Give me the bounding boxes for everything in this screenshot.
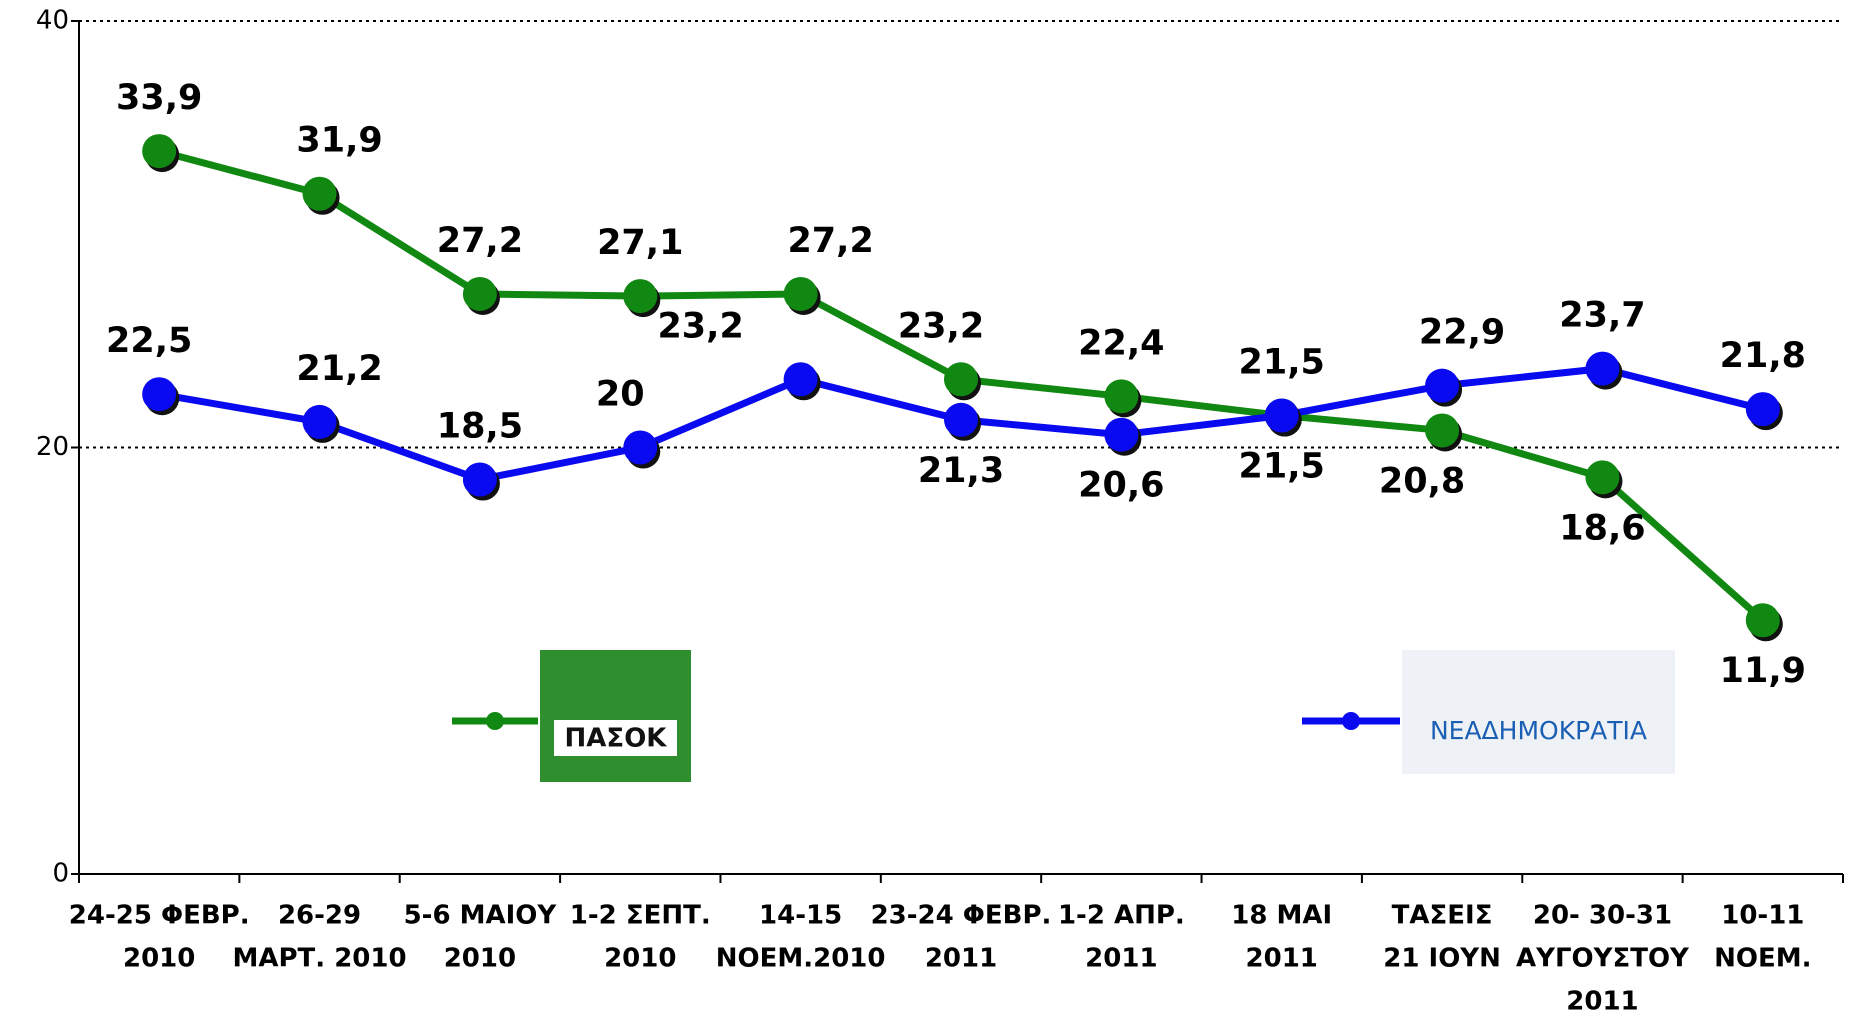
marker	[623, 430, 658, 465]
x-tick-label: 2010	[123, 944, 195, 974]
value-label: 21,3	[918, 451, 1004, 491]
x-tick-label: 2010	[604, 944, 676, 974]
marker	[142, 134, 177, 169]
marker	[1745, 603, 1780, 638]
legend-label: ΠΑΣΟΚ	[565, 724, 668, 754]
x-tick-label: ΤΑΣΕΙΣ	[1392, 901, 1493, 931]
y-tick-label: 20	[36, 432, 69, 462]
marker	[944, 402, 978, 437]
value-label: 21,5	[1239, 447, 1325, 487]
marker	[1104, 417, 1139, 452]
marker	[783, 362, 818, 397]
marker	[783, 276, 818, 311]
marker	[1745, 392, 1780, 427]
legend-label: ΝΕΑΔΗΜΟΚΡΑΤΙΑ	[1430, 716, 1647, 745]
value-label: 21,5	[1239, 343, 1325, 383]
value-label: 20,6	[1078, 466, 1164, 506]
marker	[1425, 413, 1460, 448]
value-label: 21,8	[1720, 336, 1806, 376]
x-tick-label: 26-29	[278, 901, 361, 931]
marker	[462, 276, 497, 311]
value-label: 22,9	[1419, 313, 1505, 353]
value-label: 18,6	[1559, 508, 1645, 548]
legend-marker	[486, 712, 504, 730]
x-tick-label: 18 ΜΑΙ	[1231, 901, 1332, 931]
x-tick-label: 1-2 ΑΠΡ.	[1058, 901, 1185, 931]
x-tick-label: 2011	[1246, 944, 1318, 974]
x-tick-label: 1-2 ΣΕΠΤ.	[570, 901, 711, 931]
value-label: 27,2	[787, 221, 873, 261]
x-tick-label: ΜΑΡΤ. 2010	[233, 944, 407, 974]
x-tick-label: 24-25 ΦΕΒΡ.	[69, 901, 250, 931]
value-label: 20	[596, 375, 645, 415]
x-tick-label: ΑΥΓΟΥΣΤΟΥ	[1516, 944, 1690, 974]
marker	[302, 176, 337, 211]
legend-logo	[1402, 650, 1675, 774]
x-tick-label: 2011	[925, 944, 997, 974]
x-tick-label: 14-15	[759, 901, 842, 931]
legend-marker	[1342, 712, 1360, 730]
value-label: 23,7	[1559, 296, 1645, 336]
marker	[142, 377, 177, 412]
value-label: 22,5	[106, 321, 192, 361]
x-tick-label: 5-6 ΜΑΙΟΥ	[404, 901, 558, 931]
marker	[1585, 460, 1620, 495]
value-label: 23,2	[657, 306, 743, 346]
x-tick-label: 2011	[1085, 944, 1157, 974]
marker	[1585, 351, 1620, 386]
value-label: 27,2	[437, 221, 523, 261]
value-label: 33,9	[116, 78, 202, 118]
marker	[462, 462, 497, 497]
marker	[302, 404, 337, 439]
x-tick-label: ΝΟΕΜ.	[1714, 944, 1811, 974]
marker	[1104, 379, 1139, 414]
y-tick-label: 0	[52, 859, 69, 889]
value-label: 18,5	[437, 406, 523, 446]
legend-logo-band	[554, 720, 677, 756]
value-label: 31,9	[296, 121, 382, 161]
marker	[1425, 368, 1460, 403]
marker	[944, 362, 978, 397]
x-tick-label: 23-24 ΦΕΒΡ.	[871, 901, 1052, 931]
x-tick-label: 20- 30-31	[1533, 901, 1672, 931]
legend-logo	[540, 650, 691, 782]
x-tick-label: ΝΟΕΜ.2010	[716, 944, 886, 974]
value-label: 22,4	[1078, 323, 1164, 363]
x-tick-label: 2010	[444, 944, 516, 974]
x-tick-label: 21 ΙΟΥΝ	[1383, 944, 1501, 974]
value-label: 20,8	[1379, 461, 1465, 501]
marker	[1264, 398, 1299, 433]
value-label: 21,2	[296, 349, 382, 389]
x-tick-label: 2011	[1566, 987, 1638, 1015]
value-label: 11,9	[1720, 651, 1806, 691]
marker	[623, 279, 658, 314]
value-label: 23,2	[898, 306, 984, 346]
x-tick-label: 10-11	[1721, 901, 1804, 931]
y-tick-label: 40	[36, 6, 69, 36]
value-label: 27,1	[597, 223, 683, 263]
